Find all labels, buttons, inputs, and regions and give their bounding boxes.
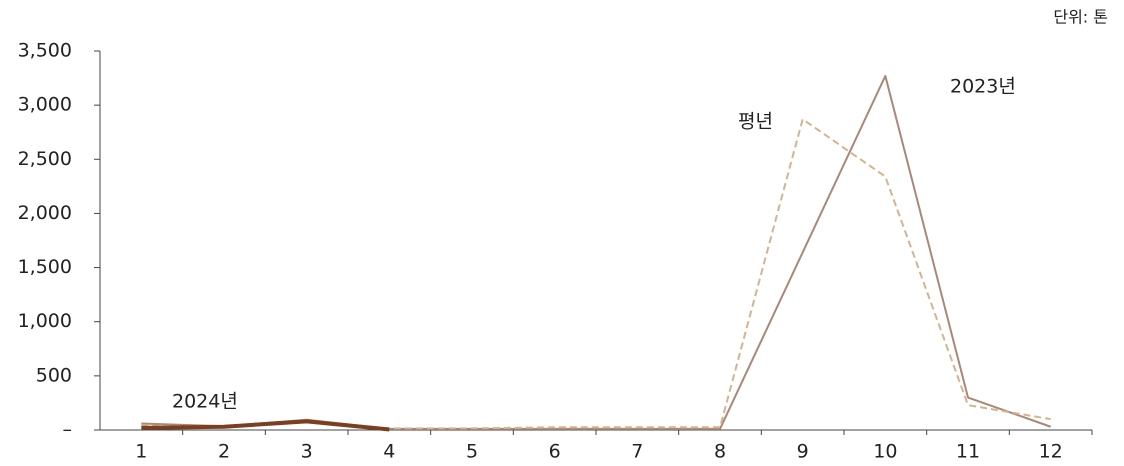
series-label: 평년: [738, 111, 773, 133]
x-tick-label: 8: [714, 441, 726, 463]
y-tick-label: 1,000: [18, 310, 72, 332]
unit-label: 단위: 톤: [1053, 8, 1108, 27]
x-tick-label: 5: [466, 441, 478, 463]
series-label: 2023년: [950, 76, 1016, 98]
x-tick-label: 9: [797, 441, 809, 463]
y-tick-label: 3,500: [18, 40, 72, 62]
y-tick-label: 500: [36, 364, 72, 386]
x-tick-label: 12: [1039, 441, 1063, 463]
x-tick-label: 11: [956, 441, 980, 463]
y-tick-label: 1,500: [18, 256, 72, 278]
series-line: [141, 118, 1051, 430]
x-tick-label: 6: [549, 441, 561, 463]
y-tick-label: 2,500: [18, 148, 72, 170]
x-tick-label: 7: [631, 441, 643, 463]
y-tick-label: 2,000: [18, 202, 72, 224]
x-tick-label: 2: [218, 441, 230, 463]
series-line: [141, 419, 390, 432]
series-line: [141, 74, 1052, 430]
x-tick-label: 4: [383, 441, 395, 463]
x-tick-label: 10: [873, 441, 897, 463]
y-tick-label: –: [63, 419, 73, 441]
series-label: 2024년: [172, 391, 238, 413]
y-tick-label: 3,000: [18, 94, 72, 116]
x-tick-label: 1: [135, 441, 147, 463]
x-tick-label: 3: [301, 441, 313, 463]
